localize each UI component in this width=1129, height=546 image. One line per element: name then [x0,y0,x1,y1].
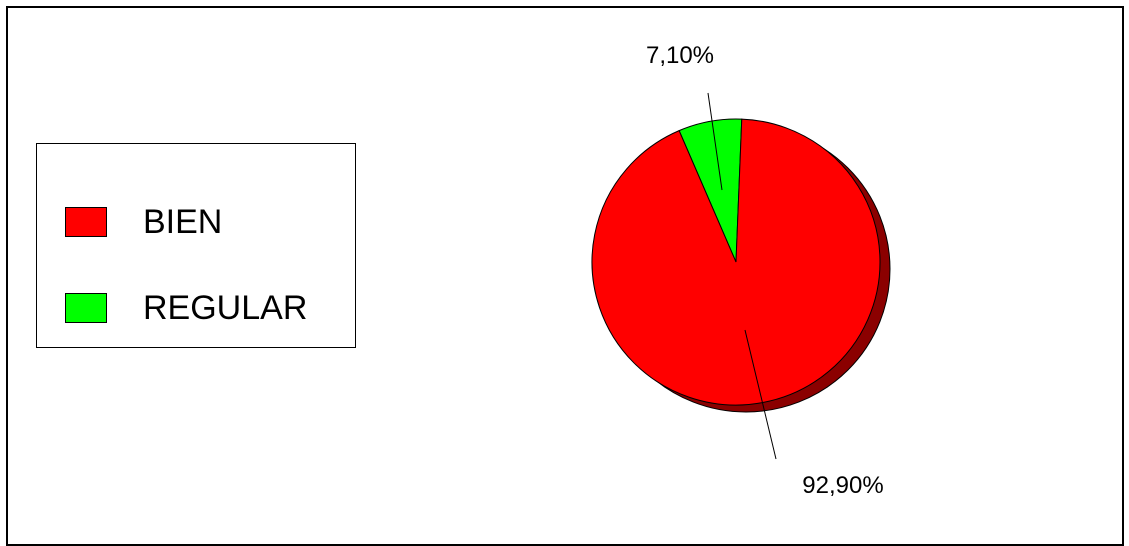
data-label-regular: 7,10% [646,42,714,69]
data-label-bien: 92,90% [802,472,883,499]
pie-chart: 7,10% 92,90% [591,42,891,499]
leader-line-regular [707,92,723,191]
legend-entry-bien: BIEN [65,202,222,242]
legend: BIEN REGULAR [36,143,356,348]
legend-swatch-bien [65,207,107,237]
legend-label-bien: BIEN [143,202,223,241]
legend-entry-regular: REGULAR [65,288,307,328]
leader-line-bien [744,329,777,460]
legend-swatch-regular [65,293,107,323]
legend-label-regular: REGULAR [143,288,308,327]
